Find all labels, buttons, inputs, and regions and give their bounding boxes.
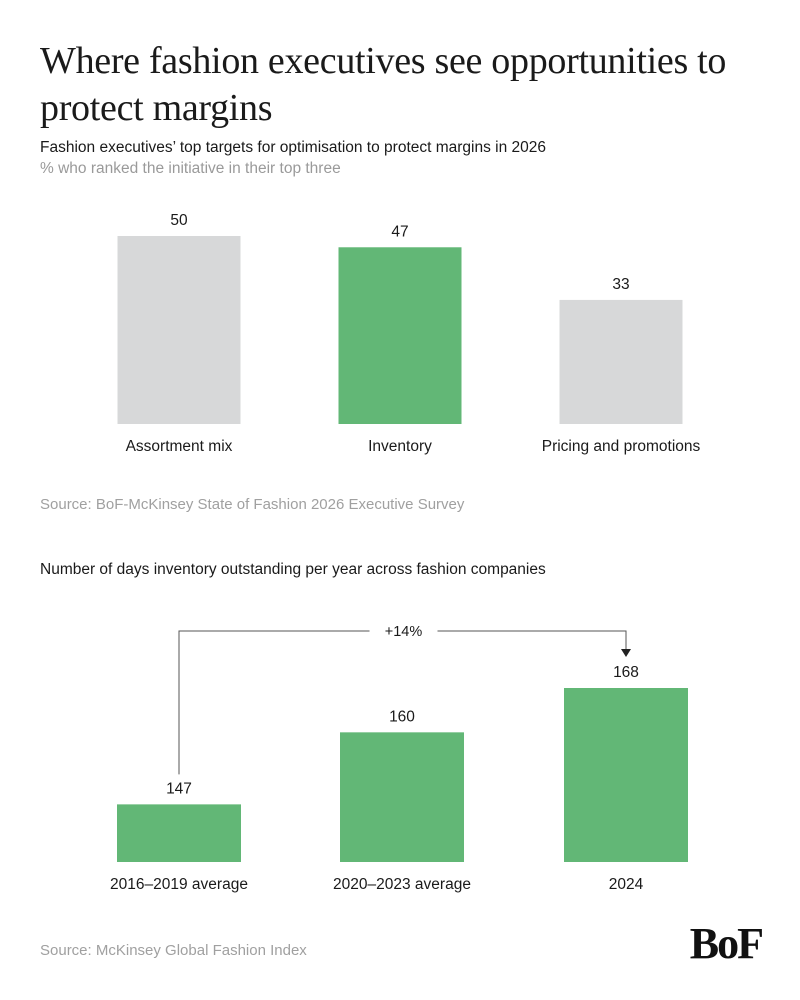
chart2-source: Source: McKinsey Global Fashion Index xyxy=(40,942,307,959)
data-label: 50 xyxy=(170,212,188,229)
change-annotation: +14% xyxy=(385,624,423,640)
chart1-source: Source: BoF-McKinsey State of Fashion 20… xyxy=(40,496,465,513)
category-label: Inventory xyxy=(368,438,432,455)
chart1-subtitle: % who ranked the initiative in their top… xyxy=(40,160,341,177)
data-label: 168 xyxy=(613,664,639,681)
category-label: 2020–2023 average xyxy=(333,876,471,893)
bar xyxy=(117,804,241,862)
bar xyxy=(564,688,688,862)
bof-logo: BoF xyxy=(689,919,764,968)
chart2-title: Number of days inventory outstanding per… xyxy=(40,561,546,578)
bar xyxy=(117,236,241,424)
chart1-plot: 50 Assortment mix 47 Inventory 33 Pricing and… xyxy=(117,212,701,455)
bar xyxy=(340,732,464,862)
category-label: 2024 xyxy=(609,876,644,893)
chart1-title: Fashion executives’ top targets for opti… xyxy=(40,139,547,156)
bar xyxy=(559,299,683,424)
category-label: 2016–2019 average xyxy=(110,876,248,893)
data-label: 47 xyxy=(391,223,408,240)
data-label: 147 xyxy=(166,780,192,797)
data-label: 33 xyxy=(612,276,629,293)
bracket-line-right xyxy=(437,630,627,654)
page-title: Where fashion executives see opportuniti… xyxy=(40,40,727,129)
chart2-plot: 147 2016–2019 average 160 2020–2023 average… xyxy=(110,624,688,893)
bracket-line-left xyxy=(178,630,370,775)
arrow-head-icon xyxy=(621,649,631,657)
category-label: Assortment mix xyxy=(126,438,233,455)
category-label: Pricing and promotions xyxy=(542,438,701,455)
data-label: 160 xyxy=(389,708,415,725)
bar xyxy=(338,247,462,424)
